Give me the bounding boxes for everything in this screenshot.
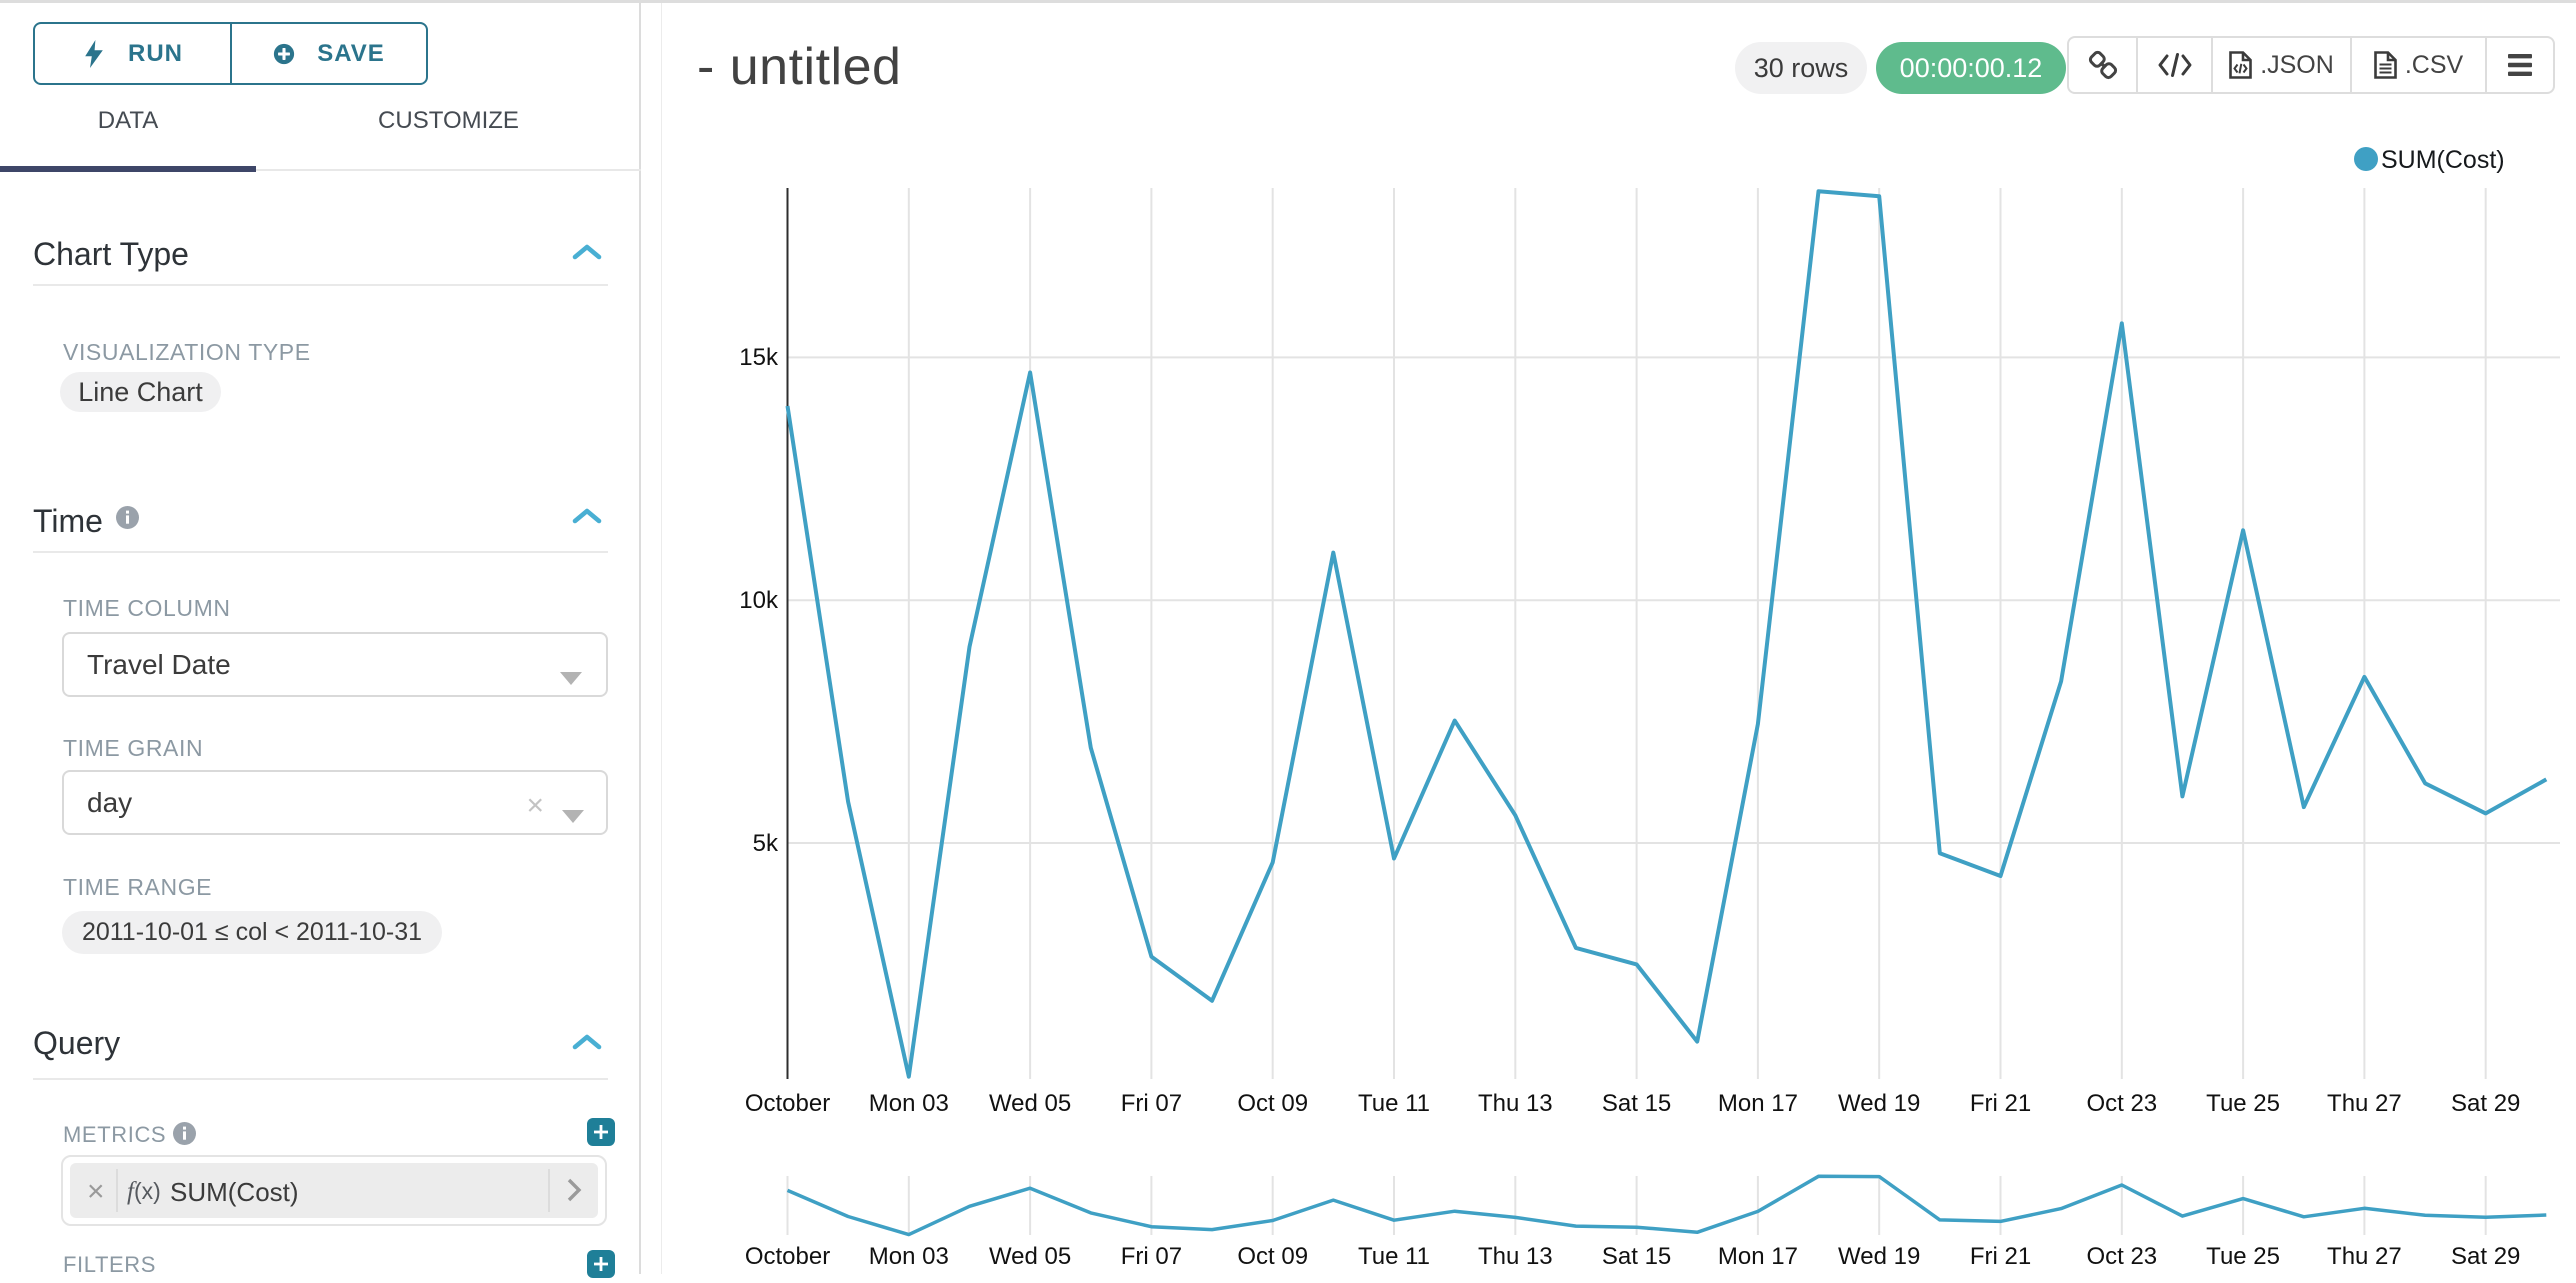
svg-text:October: October (745, 1243, 830, 1270)
svg-text:15k: 15k (739, 344, 779, 371)
svg-text:Fri 21: Fri 21 (1970, 1090, 2031, 1117)
svg-text:Wed 05: Wed 05 (989, 1090, 1071, 1117)
svg-text:October: October (745, 1090, 830, 1117)
svg-text:Sat 15: Sat 15 (1602, 1090, 1671, 1117)
svg-text:Mon 03: Mon 03 (869, 1243, 949, 1270)
svg-text:Tue 11: Tue 11 (1358, 1243, 1430, 1270)
svg-text:Wed 19: Wed 19 (1838, 1243, 1920, 1270)
svg-text:Sat 15: Sat 15 (1602, 1243, 1671, 1270)
svg-text:Sat 29: Sat 29 (2451, 1243, 2520, 1270)
svg-text:Thu 27: Thu 27 (2327, 1090, 2402, 1117)
svg-text:Tue 11: Tue 11 (1358, 1090, 1430, 1117)
svg-text:Thu 13: Thu 13 (1478, 1090, 1553, 1117)
svg-text:Mon 17: Mon 17 (1718, 1090, 1798, 1117)
svg-text:Thu 27: Thu 27 (2327, 1243, 2402, 1270)
svg-text:Wed 19: Wed 19 (1838, 1090, 1920, 1117)
svg-text:Thu 13: Thu 13 (1478, 1243, 1553, 1270)
svg-text:5k: 5k (753, 830, 779, 857)
svg-text:SUM(Cost): SUM(Cost) (2381, 146, 2505, 174)
svg-text:Sat 29: Sat 29 (2451, 1090, 2520, 1117)
svg-text:Mon 03: Mon 03 (869, 1090, 949, 1117)
svg-text:Fri 07: Fri 07 (1121, 1243, 1182, 1270)
svg-text:Oct 23: Oct 23 (2086, 1090, 2157, 1117)
svg-text:10k: 10k (739, 587, 779, 614)
svg-text:Tue 25: Tue 25 (2206, 1090, 2280, 1117)
svg-text:Oct 09: Oct 09 (1237, 1090, 1308, 1117)
svg-text:Fri 07: Fri 07 (1121, 1090, 1182, 1117)
svg-text:Oct 09: Oct 09 (1237, 1243, 1308, 1270)
svg-text:Tue 25: Tue 25 (2206, 1243, 2280, 1270)
svg-text:Mon 17: Mon 17 (1718, 1243, 1798, 1270)
svg-text:Fri 21: Fri 21 (1970, 1243, 2031, 1270)
svg-text:Oct 23: Oct 23 (2086, 1243, 2157, 1270)
svg-text:Wed 05: Wed 05 (989, 1243, 1071, 1270)
